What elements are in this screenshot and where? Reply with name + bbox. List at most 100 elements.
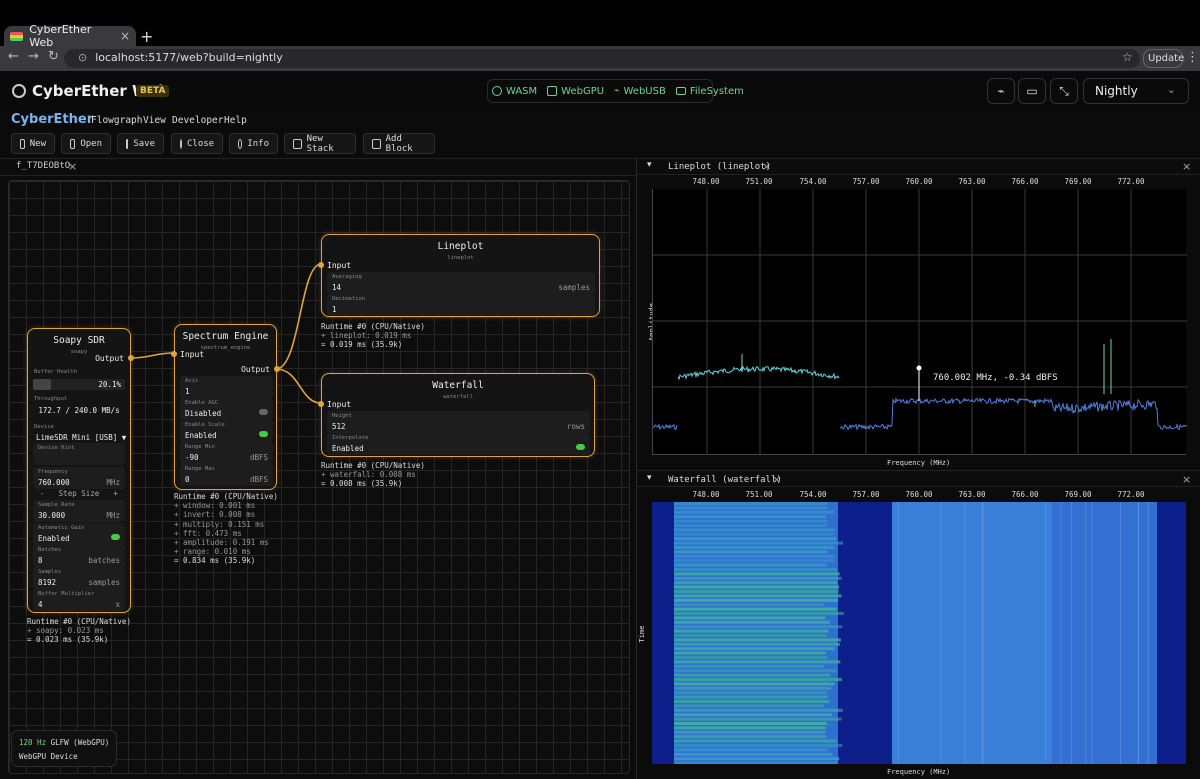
close-window-icon[interactable]: ×: [1182, 473, 1192, 486]
browser-menu-icon[interactable]: ⋮: [1186, 50, 1199, 65]
cursor-dot: [916, 365, 922, 371]
scale-toggle[interactable]: Enable Scale Enabled: [180, 420, 273, 442]
address-bar[interactable]: ⊙ localhost:5177/web?build=nightly: [64, 49, 1140, 68]
flowgraph-tab[interactable]: f_T7DEOBtO: [16, 161, 71, 171]
waterfall-row: [674, 576, 842, 580]
lineplot-plot-area[interactable]: 760.002 MHz, -0.34 dBFS: [652, 189, 1187, 455]
waterfall-band: [1157, 502, 1186, 764]
waterfall-row: [674, 559, 834, 563]
node-title: Soapy SDR: [53, 335, 105, 346]
output-port[interactable]: [274, 366, 280, 372]
range-min-field[interactable]: Range Min -90 dBFS: [180, 442, 273, 464]
waterfall-panel-header: [637, 470, 1200, 487]
device-hint-field[interactable]: Device Hint: [33, 443, 125, 465]
close-panel-icon[interactable]: ×: [762, 160, 772, 173]
agc-toggle[interactable]: Automatic Gain Enabled: [33, 523, 125, 545]
capability-webgpu: WebGPU: [547, 86, 604, 97]
output-port-label: Output: [241, 365, 270, 374]
close-window-icon[interactable]: ×: [1182, 160, 1192, 173]
axis-field[interactable]: Axis 1: [180, 376, 273, 398]
waterfall-row: [674, 642, 841, 646]
spectrum-engine-node[interactable]: Spectrum Engine spectrum_engine Input Ou…: [171, 324, 280, 490]
waterfall-plot-area[interactable]: [652, 502, 1186, 764]
waterfall-row: [674, 546, 835, 549]
menu-developer[interactable]: Developer: [172, 115, 224, 126]
input-port[interactable]: [318, 401, 324, 407]
panel-divider[interactable]: [636, 158, 637, 779]
new-stack-button[interactable]: New Stack: [284, 133, 356, 154]
freq-tick-label: 769.00: [1064, 177, 1092, 186]
menu-flowgraph[interactable]: Flowgraph: [91, 115, 143, 126]
frequency-field[interactable]: Frequency 760.000 MHz: [33, 467, 125, 489]
waterfall-row: [674, 761, 838, 764]
reload-icon[interactable]: ↻: [48, 49, 59, 64]
browser-tabstrip: [0, 0, 1200, 46]
toggle-on-icon: [576, 444, 585, 450]
waterfall-freq-axis: 748.00 751.00 754.00 757.00 760.00 763.00 766.…: [0, 490, 1200, 500]
backend-label: GLFW (WebGPU): [50, 738, 110, 747]
freq-tick-label: 763.00: [958, 177, 986, 186]
build-select[interactable]: Nightly ⌄: [1083, 78, 1189, 104]
close-tab-icon[interactable]: ×: [119, 29, 130, 43]
waterfall-row: [674, 541, 844, 545]
input-port-label: Input: [327, 261, 352, 270]
sample-rate-field[interactable]: Sample Rate 30.000 MHz: [33, 500, 125, 522]
browser-tab[interactable]: CyberEther Web ×: [4, 23, 136, 49]
close-button[interactable]: Close: [171, 133, 223, 154]
collapse-icon[interactable]: ▾: [647, 473, 652, 483]
close-tab-icon[interactable]: ×: [68, 160, 78, 173]
node-title: Spectrum Engine: [182, 331, 269, 342]
range-max-field[interactable]: Range Max 0 dBFS: [180, 464, 273, 486]
lineplot-node[interactable]: Lineplot lineplot Input Averaging 14 sampl…: [318, 234, 600, 317]
step-size-control[interactable]: - Step Size +: [40, 489, 118, 498]
waterfall-row: [674, 625, 843, 629]
agc-toggle[interactable]: Enable AGC Disabled: [180, 398, 273, 420]
freq-tick-label: 751.00: [745, 177, 773, 186]
forward-icon[interactable]: →: [28, 49, 39, 64]
info-button[interactable]: Info: [229, 133, 278, 154]
input-port[interactable]: [171, 351, 177, 357]
waterfall-band: [652, 502, 674, 764]
buffer-multiplier-field[interactable]: Buffer Multiplier 4 x: [33, 589, 125, 611]
menu-help[interactable]: Help: [224, 115, 247, 126]
add-block-button[interactable]: Add Block: [363, 133, 435, 154]
close-panel-icon[interactable]: ×: [772, 473, 782, 486]
update-button[interactable]: Update: [1143, 49, 1184, 68]
decimation-field[interactable]: Decimation 1: [327, 294, 595, 316]
device-select[interactable]: LimeSDR Mini [USB] ▼: [36, 433, 127, 442]
waterfall-row: [674, 598, 839, 602]
antenna-icon[interactable]: ⌁: [987, 78, 1015, 104]
freq-tick-label: 760.00: [905, 177, 933, 186]
samples-field[interactable]: Samples 8192 samples: [33, 567, 125, 589]
input-port[interactable]: [318, 262, 324, 268]
output-port[interactable]: [128, 355, 134, 361]
waterfall-row: [674, 686, 832, 690]
waterfall-row: [674, 673, 831, 677]
soapy-sdr-node[interactable]: Soapy SDR soapy Output Buffer Health 20.…: [27, 328, 134, 613]
back-icon[interactable]: ←: [8, 49, 19, 64]
device-label: WebGPU Device: [19, 752, 78, 761]
chip-icon: [547, 86, 558, 96]
capabilities-bar: WASM WebGPU ⌁ WebUSB FileSystem: [487, 79, 744, 103]
menu-view[interactable]: View: [143, 115, 166, 126]
waterfall-row: [674, 739, 837, 743]
collapse-icon[interactable]: ▾: [647, 160, 652, 170]
waterfall-node[interactable]: Waterfall waterfall Input Height 512 rows …: [318, 373, 595, 457]
height-field[interactable]: Height 512 rows: [327, 411, 590, 433]
interpolate-toggle[interactable]: Interpolate Enabled: [327, 433, 590, 455]
waterfall-panel-title: Waterfall (waterfall): [668, 475, 782, 485]
collapse-icon[interactable]: ⤡: [1050, 78, 1078, 104]
new-button[interactable]: New: [11, 133, 55, 154]
open-button[interactable]: Open: [61, 133, 111, 154]
folder-open-icon[interactable]: ▭: [1018, 78, 1046, 104]
waterfall-row: [674, 563, 827, 567]
new-tab-icon[interactable]: +: [140, 27, 154, 46]
bookmark-star-icon[interactable]: ☆: [1122, 50, 1133, 64]
freq-tick-label: 757.00: [852, 177, 880, 186]
save-button[interactable]: Save: [117, 133, 164, 154]
waterfall-row: [674, 532, 835, 536]
spectrum-runtime-stats: Runtime #0 (CPU/Native) + window: 0.001 …: [174, 492, 278, 566]
batches-field[interactable]: Batches 8 batches: [33, 545, 125, 567]
averaging-field[interactable]: Averaging 14 samples: [327, 272, 595, 294]
waterfall-row: [674, 554, 835, 558]
